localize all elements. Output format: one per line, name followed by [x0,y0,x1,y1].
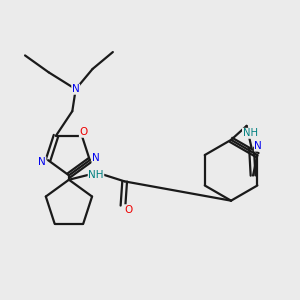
Text: N: N [254,141,262,151]
Text: O: O [80,127,88,137]
Text: N: N [38,157,46,167]
Text: N: N [72,84,80,94]
Text: NH: NH [242,128,257,138]
Text: O: O [124,205,132,215]
Text: NH: NH [88,170,104,180]
Text: N: N [92,154,100,164]
